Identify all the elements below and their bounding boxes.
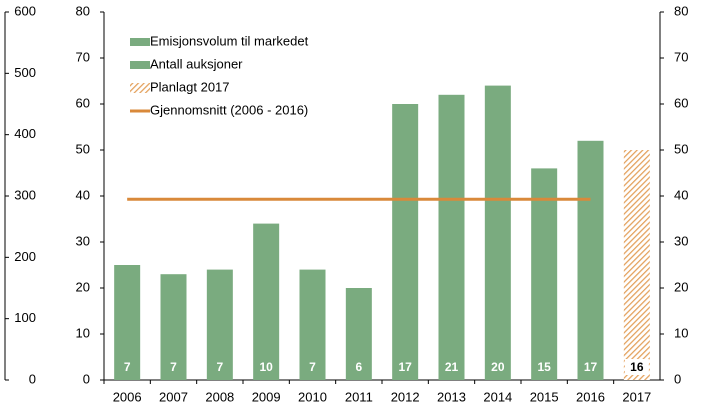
y2-tick-label: 20 (674, 279, 688, 294)
x-tick-label: 2012 (391, 389, 420, 404)
y3-tick-label: 600 (14, 3, 36, 18)
x-tick-label: 2006 (113, 389, 142, 404)
auction-label: 7 (216, 360, 223, 374)
auction-label: 7 (170, 360, 177, 374)
x-tick-label: 2008 (205, 389, 234, 404)
auction-label: 15 (537, 360, 551, 374)
y-tick-label: 70 (76, 49, 90, 64)
auction-label: 17 (398, 360, 412, 374)
y-tick-label: 10 (76, 325, 90, 340)
y3-tick-label: 0 (29, 371, 36, 386)
y3-tick-label: 500 (14, 65, 36, 80)
y2-tick-label: 10 (674, 325, 688, 340)
bar (531, 168, 558, 380)
auction-label: 16 (630, 360, 644, 374)
bar (253, 223, 280, 380)
y3-tick-label: 200 (14, 249, 36, 264)
y2-tick-label: 70 (674, 49, 688, 64)
auction-label: 21 (445, 360, 459, 374)
x-tick-label: 2017 (622, 389, 651, 404)
legend-label: Gjennomsnitt (2006 - 2016) (150, 102, 308, 117)
y2-tick-label: 60 (674, 95, 688, 110)
auction-label: 6 (355, 360, 362, 374)
bar (577, 140, 604, 380)
auction-label: 10 (259, 360, 273, 374)
y-tick-label: 30 (76, 233, 90, 248)
legend-swatch (130, 83, 150, 93)
x-tick-label: 2014 (483, 389, 512, 404)
y2-tick-label: 80 (674, 3, 688, 18)
x-tick-label: 2010 (298, 389, 327, 404)
bar (345, 288, 372, 380)
x-tick-label: 2016 (576, 389, 605, 404)
x-tick-label: 2007 (159, 389, 188, 404)
y3-tick-label: 300 (14, 187, 36, 202)
auction-label: 7 (124, 360, 131, 374)
y-tick-label: 50 (76, 141, 90, 156)
y-tick-label: 60 (76, 95, 90, 110)
legend-label: Emisjonsvolum til markedet (150, 33, 309, 48)
bar (206, 269, 233, 380)
auction-label: 20 (491, 360, 505, 374)
y2-tick-label: 50 (674, 141, 688, 156)
y-tick-label: 20 (76, 279, 90, 294)
auction-label: 17 (584, 360, 598, 374)
bar (392, 104, 419, 380)
y-tick-label: 80 (76, 3, 90, 18)
legend-swatch (130, 61, 150, 69)
auction-label: 7 (309, 360, 316, 374)
y3-tick-label: 400 (14, 126, 36, 141)
y2-tick-label: 0 (674, 371, 681, 386)
y-tick-label: 40 (76, 187, 90, 202)
x-tick-label: 2013 (437, 389, 466, 404)
x-tick-label: 2015 (530, 389, 559, 404)
bar (623, 150, 650, 380)
bar (160, 274, 187, 380)
bar (484, 85, 511, 380)
bar (438, 94, 465, 381)
y2-tick-label: 30 (674, 233, 688, 248)
bar (114, 265, 141, 380)
legend-label: Planlagt 2017 (150, 79, 230, 94)
legend-swatch (130, 38, 150, 46)
y2-tick-label: 40 (674, 187, 688, 202)
y3-tick-label: 100 (14, 310, 36, 325)
bar (299, 269, 326, 380)
x-tick-label: 2011 (345, 389, 373, 404)
y-tick-label: 0 (83, 371, 90, 386)
label-box (624, 359, 649, 375)
legend-label: Antall auksjoner (150, 56, 243, 71)
x-tick-label: 2009 (252, 389, 281, 404)
